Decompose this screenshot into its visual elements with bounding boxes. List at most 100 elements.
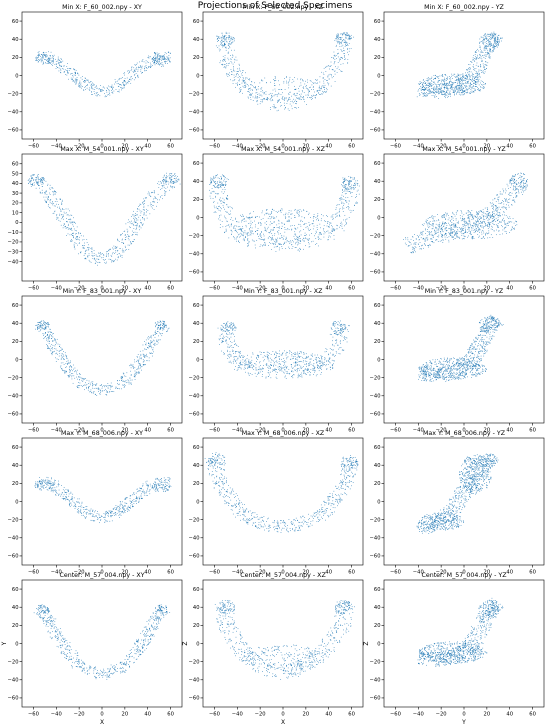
- scatter-point: [219, 178, 220, 179]
- scatter-point: [300, 249, 301, 250]
- scatter-point: [163, 187, 165, 189]
- scatter-point: [161, 62, 163, 64]
- scatter-point: [295, 239, 296, 240]
- y-tick-label: 40: [374, 37, 381, 43]
- scatter-point: [487, 210, 489, 212]
- scatter-point: [322, 77, 324, 79]
- scatter-point: [229, 47, 231, 49]
- scatter-point: [466, 90, 468, 91]
- scatter-point: [59, 59, 61, 61]
- scatter-point: [294, 225, 295, 226]
- scatter-point: [80, 252, 82, 254]
- scatter-point: [300, 240, 301, 242]
- scatter-point: [489, 53, 491, 55]
- y-tick-label: −30: [8, 249, 19, 255]
- scatter-point: [483, 43, 484, 45]
- scatter-point: [433, 242, 435, 244]
- scatter-point: [333, 228, 335, 230]
- scatter-point: [135, 64, 137, 66]
- scatter-point: [43, 178, 45, 180]
- scatter-point: [157, 53, 159, 55]
- scatter-point: [72, 235, 74, 237]
- scatter-point: [426, 92, 427, 93]
- scatter-point: [468, 87, 470, 89]
- scatter-point: [226, 74, 228, 76]
- scatter-point: [36, 177, 38, 179]
- scatter-point: [48, 59, 49, 61]
- scatter-point: [444, 94, 445, 95]
- scatter-point: [480, 64, 481, 66]
- scatter-point: [252, 233, 254, 235]
- scatter-point: [28, 182, 29, 184]
- scatter-point: [494, 205, 496, 207]
- scatter-point: [518, 177, 519, 179]
- scatter-point: [269, 218, 271, 220]
- scatter-point: [347, 34, 349, 36]
- scatter-point: [485, 47, 487, 49]
- scatter-point: [340, 63, 342, 65]
- subplot-4: Max X: M_54_001.npy - XY−60 −40 −20 0 20 40 60…: [8, 146, 183, 292]
- scatter-point: [275, 240, 277, 242]
- scatter-point: [138, 229, 140, 231]
- scatter-point: [318, 87, 320, 89]
- scatter-point: [135, 214, 137, 216]
- scatter-point: [496, 45, 498, 47]
- scatter-point: [411, 252, 413, 254]
- scatter-point: [430, 92, 432, 94]
- scatter-point: [497, 37, 499, 38]
- scatter-point: [296, 213, 298, 214]
- y-tick-label: 50: [12, 171, 19, 177]
- scatter-point: [108, 250, 110, 252]
- scatter-point: [494, 46, 495, 48]
- scatter-point: [450, 87, 452, 89]
- scatter-point: [271, 249, 272, 250]
- scatter-point: [121, 87, 123, 89]
- scatter-point: [302, 79, 303, 81]
- scatter-point: [291, 225, 293, 226]
- scatter-point: [420, 87, 422, 89]
- scatter-point: [243, 221, 245, 222]
- scatter-point: [93, 83, 94, 85]
- x-tick-label: −60: [209, 286, 220, 292]
- scatter-point: [119, 248, 121, 249]
- scatter-point: [255, 224, 256, 226]
- scatter-point: [284, 215, 286, 217]
- scatter-point: [171, 173, 172, 175]
- scatter-point: [415, 238, 417, 240]
- scatter-point: [345, 197, 347, 199]
- scatter-point: [54, 190, 55, 192]
- scatter-point: [275, 246, 277, 248]
- scatter-point: [104, 96, 106, 98]
- scatter-point: [493, 207, 494, 209]
- scatter-point: [283, 244, 284, 245]
- scatter-point: [135, 217, 136, 219]
- scatter-point: [427, 229, 428, 230]
- scatter-point: [134, 215, 136, 216]
- scatter-point: [317, 89, 318, 91]
- scatter-point: [445, 75, 447, 76]
- scatter-point: [444, 222, 446, 223]
- scatter-point: [481, 233, 483, 235]
- scatter-point: [300, 79, 301, 81]
- scatter-point: [452, 88, 453, 90]
- scatter-point: [318, 92, 320, 94]
- scatter-point: [287, 228, 289, 229]
- scatter-point: [115, 246, 116, 247]
- scatter-point: [469, 86, 471, 87]
- scatter-point: [223, 67, 225, 68]
- scatter-point: [106, 91, 108, 93]
- scatter-point: [455, 232, 456, 234]
- scatter-point: [285, 214, 286, 215]
- scatter-point: [441, 74, 443, 76]
- scatter-point: [247, 217, 248, 219]
- scatter-point: [83, 89, 85, 91]
- scatter-point: [125, 237, 126, 238]
- scatter-point: [220, 224, 221, 225]
- scatter-point: [72, 75, 73, 76]
- scatter-point: [298, 209, 299, 211]
- scatter-point: [114, 79, 116, 81]
- scatter-point: [331, 69, 333, 70]
- scatter-point: [86, 242, 88, 243]
- scatter-point: [77, 73, 79, 75]
